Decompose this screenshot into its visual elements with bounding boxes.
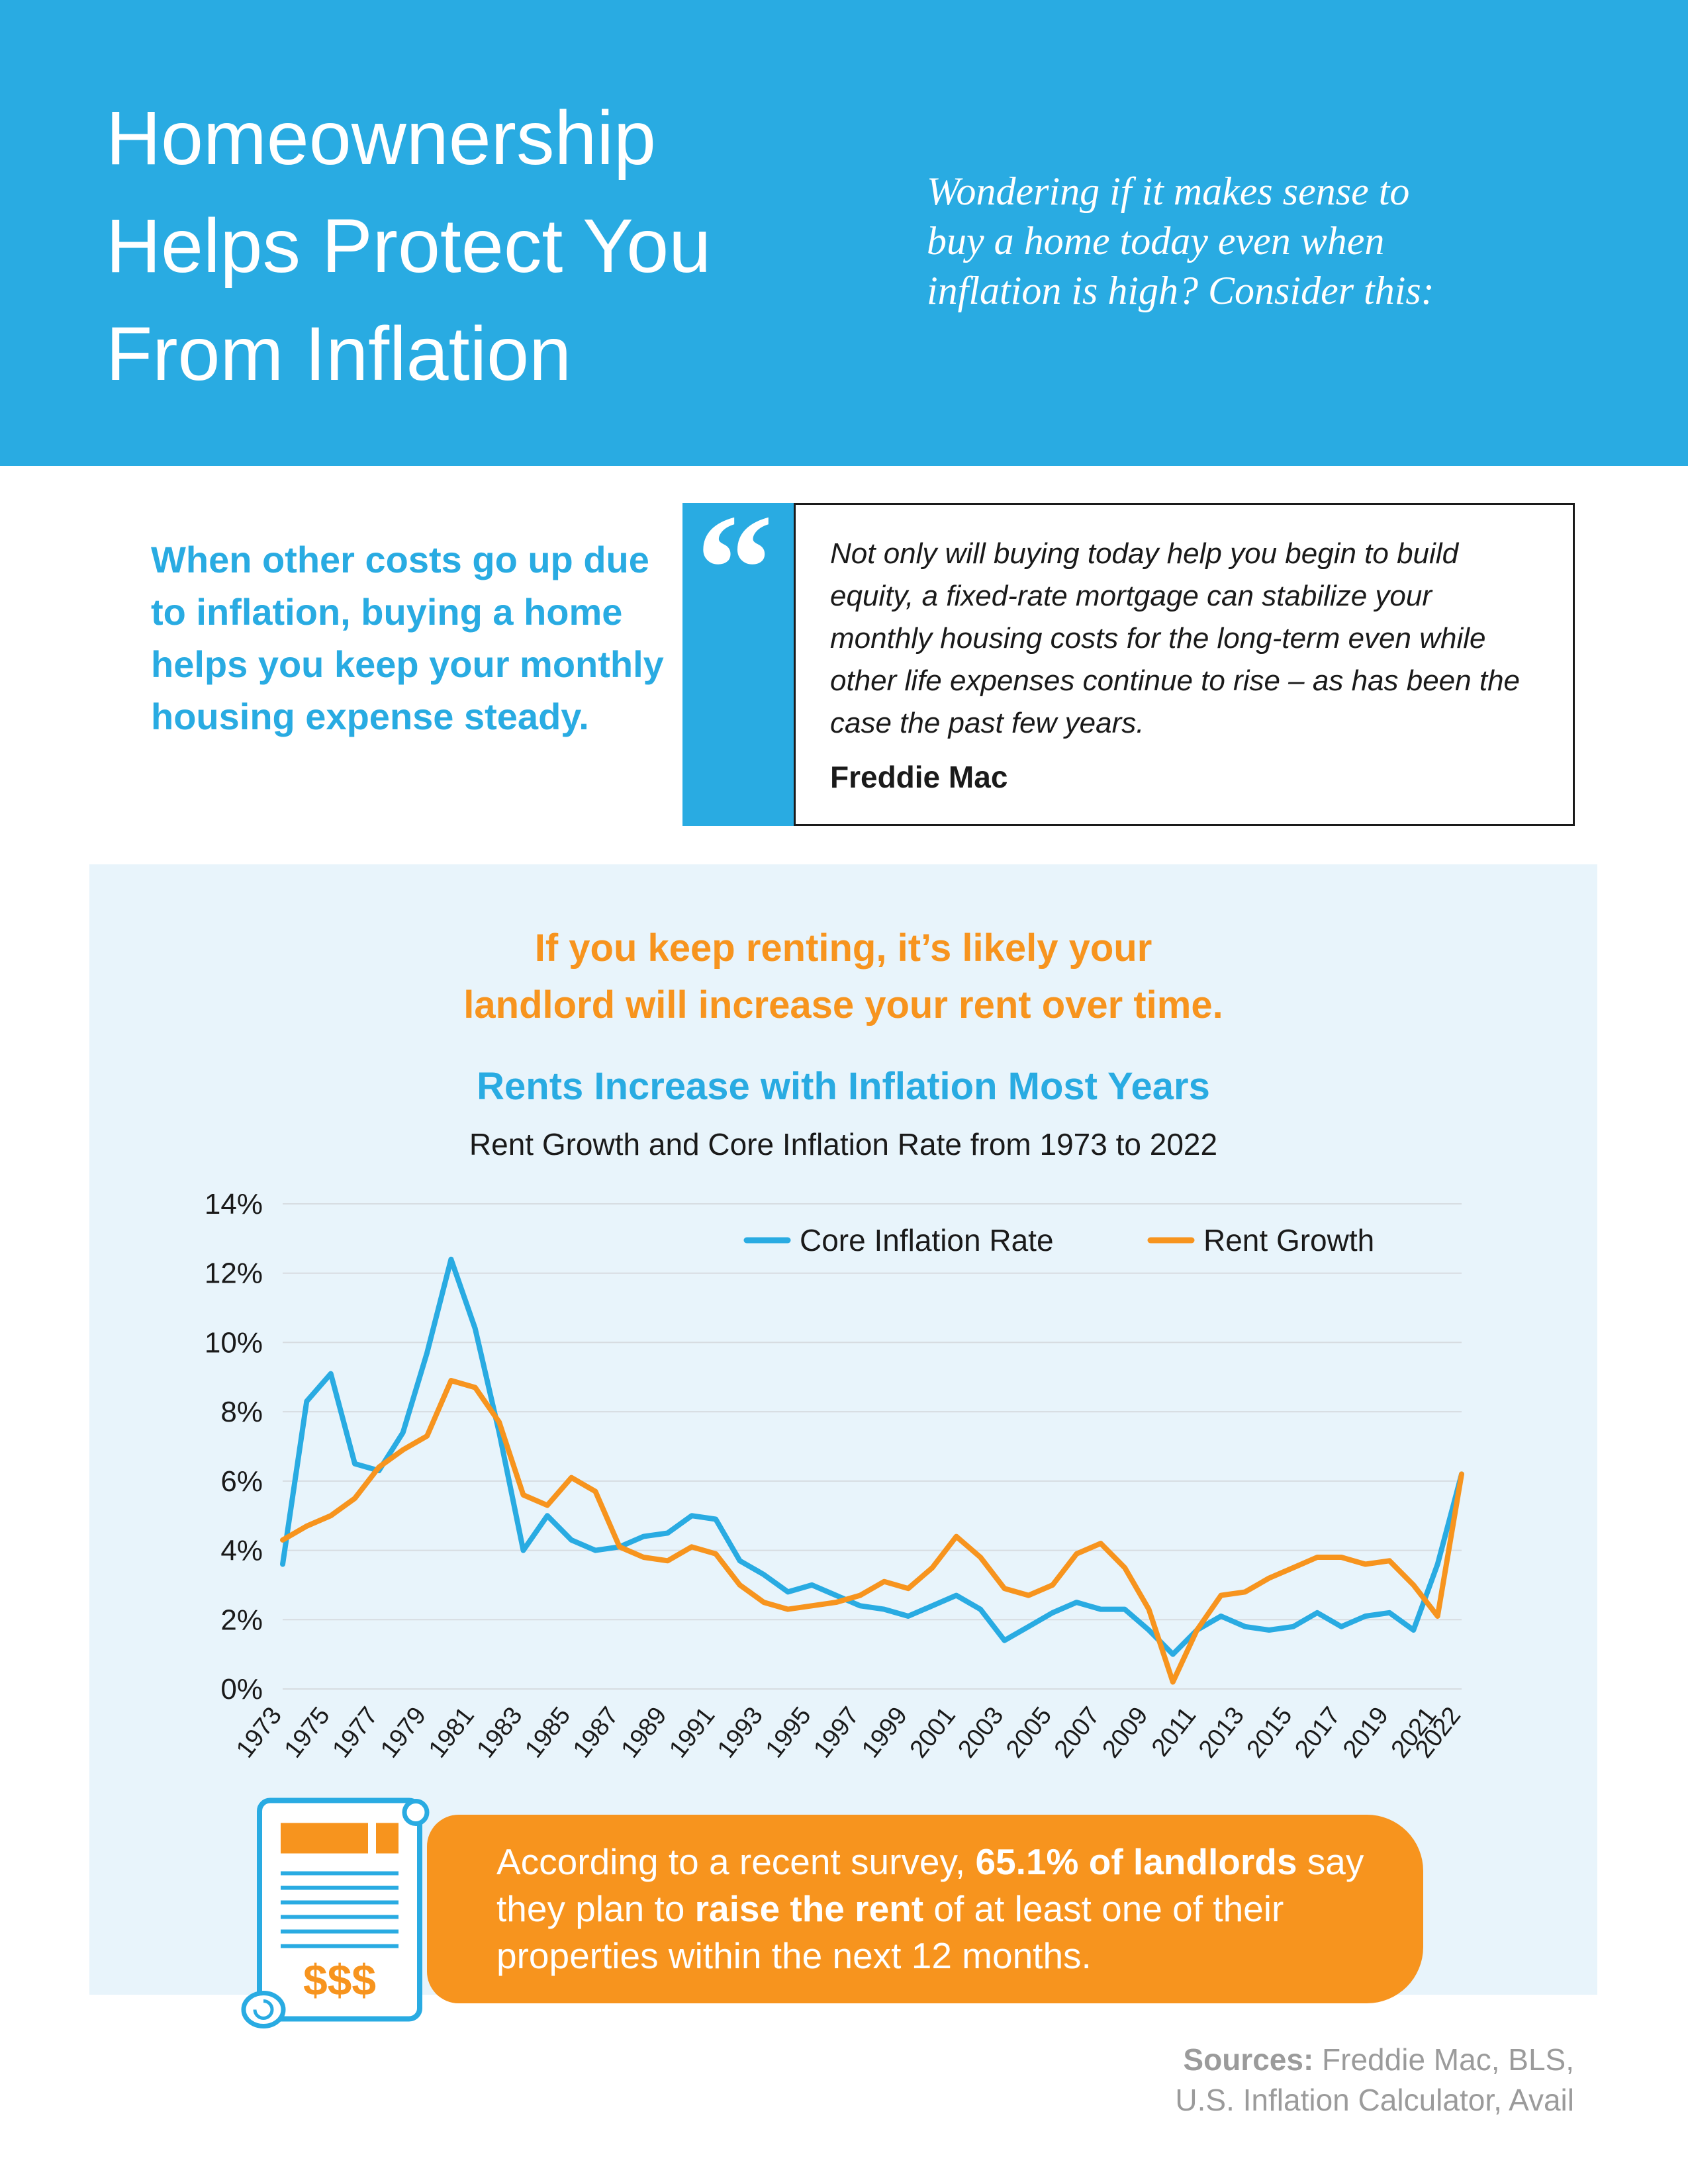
receipt-bottom-curl	[241, 1991, 286, 2028]
x-axis-label: 1989	[616, 1702, 672, 1763]
header-banner: Homeownership Helps Protect You From Inf…	[0, 0, 1688, 466]
chart-title: Rents Increase with Inflation Most Years	[477, 1065, 1210, 1108]
receipt-top-curl	[402, 1799, 430, 1826]
text-segment: According to a recent survey,	[496, 1841, 976, 1882]
text-segment: raise the rent	[694, 1888, 924, 1929]
x-axis-label: 2011	[1147, 1702, 1201, 1762]
text-segment: say they plan to	[496, 1841, 1364, 1929]
legend-label: Rent Growth	[1203, 1223, 1374, 1257]
series-line-core-inflation-rate	[280, 1256, 1464, 1657]
x-axis-label: 2017	[1289, 1702, 1346, 1763]
header-tagline: Wondering if it makes sense to buy a hom…	[927, 167, 1575, 316]
quote-block: “ Not only will buying today help you be…	[682, 491, 1575, 826]
x-axis-label: 1991	[664, 1702, 720, 1763]
y-axis-label: 2%	[220, 1604, 263, 1636]
page-title: Homeownership Helps Protect You From Inf…	[106, 85, 711, 408]
renting-headline-line: If you keep renting, it’s likely your	[534, 927, 1152, 970]
intro-statement: When other costs go up due to inflation,…	[151, 539, 664, 737]
x-axis-label: 1997	[808, 1702, 865, 1763]
sources-note: Sources: Freddie Mac, BLS, U.S. Inflatio…	[1175, 2040, 1574, 2120]
text-segment: 65.1% of landlords	[975, 1841, 1297, 1882]
x-axis-label: 2009	[1097, 1702, 1153, 1763]
page-title-line: From Inflation	[106, 312, 572, 396]
x-axis-label: 1983	[471, 1702, 528, 1763]
x-axis-label: 1975	[279, 1702, 336, 1763]
x-axis-label: 1979	[375, 1702, 432, 1763]
x-axis-label: 1985	[520, 1702, 576, 1763]
quote-box: Not only will buying today help you begi…	[794, 503, 1575, 826]
survey-callout: According to a recent survey, 65.1% of l…	[427, 1815, 1423, 2003]
quote-attribution: Freddie Mac	[830, 760, 1008, 794]
y-axis-label: 10%	[205, 1326, 263, 1359]
x-axis-label: 1993	[712, 1702, 769, 1763]
renting-headline: If you keep renting, it’s likely your la…	[89, 920, 1597, 1034]
quote-accent-bar: “	[682, 491, 794, 826]
legend-label: Core Inflation Rate	[800, 1223, 1054, 1257]
x-axis-label: 2003	[953, 1702, 1009, 1763]
y-axis-label: 8%	[220, 1396, 263, 1428]
x-axis-label: 2007	[1049, 1702, 1105, 1763]
quote-text: Not only will buying today help you begi…	[830, 537, 1521, 739]
x-axis-label: 1995	[761, 1702, 817, 1763]
x-axis-label: 1973	[231, 1702, 287, 1763]
page-title-line: Helps Protect You	[106, 204, 712, 289]
receipt-sheet	[257, 1797, 422, 2022]
x-axis-label: 1987	[568, 1702, 624, 1763]
survey-callout-text: According to a recent survey, 65.1% of l…	[496, 1839, 1377, 1979]
renting-headline-line: landlord will increase your rent over ti…	[463, 983, 1223, 1026]
receipt-header-bar	[281, 1823, 368, 1854]
x-axis-label: 2001	[905, 1702, 961, 1763]
page-title-line: Homeownership	[106, 96, 656, 181]
y-axis-label: 0%	[220, 1673, 263, 1706]
y-axis-label: 14%	[205, 1188, 263, 1220]
sources-rest: Freddie Mac, BLS,	[1313, 2042, 1574, 2077]
chart-subtitle: Rent Growth and Core Inflation Rate from…	[469, 1127, 1218, 1161]
sources-line: Sources: Freddie Mac, BLS,	[1175, 2040, 1574, 2080]
x-axis-label: 2013	[1194, 1702, 1250, 1763]
dollar-signs-label: $$$	[303, 1956, 376, 2005]
sources-line: U.S. Inflation Calculator, Avail	[1175, 2083, 1574, 2117]
rent-inflation-line-chart: 0%2%4%6%8%10%12%14%197319751977197919811…	[205, 1188, 1466, 1763]
quote-mark-icon: “	[696, 482, 774, 655]
x-axis-label: 2005	[1001, 1702, 1057, 1763]
y-axis-label: 4%	[220, 1535, 263, 1567]
x-axis-label: 1977	[327, 1702, 383, 1763]
sources-label: Sources:	[1183, 2042, 1314, 2077]
series-line-rent-growth	[280, 1378, 1464, 1685]
receipt-header-block	[376, 1823, 399, 1854]
header-tagline-line: buy a home today even when	[927, 219, 1385, 263]
header-tagline-line: Wondering if it makes sense to	[927, 169, 1410, 213]
receipt-curl-detail	[253, 1999, 274, 2020]
y-axis-label: 6%	[220, 1465, 263, 1498]
x-axis-label: 2019	[1338, 1702, 1394, 1763]
x-axis-label: 1981	[424, 1702, 480, 1763]
x-axis-label: 2015	[1242, 1702, 1298, 1763]
y-axis-label: 12%	[205, 1257, 263, 1290]
x-axis-label: 1999	[857, 1702, 913, 1763]
header-tagline-line: inflation is high? Consider this:	[927, 269, 1434, 312]
text-segment: of at least one of their properties with…	[496, 1888, 1284, 1976]
rent-receipt-icon: $$$	[241, 1797, 430, 2028]
